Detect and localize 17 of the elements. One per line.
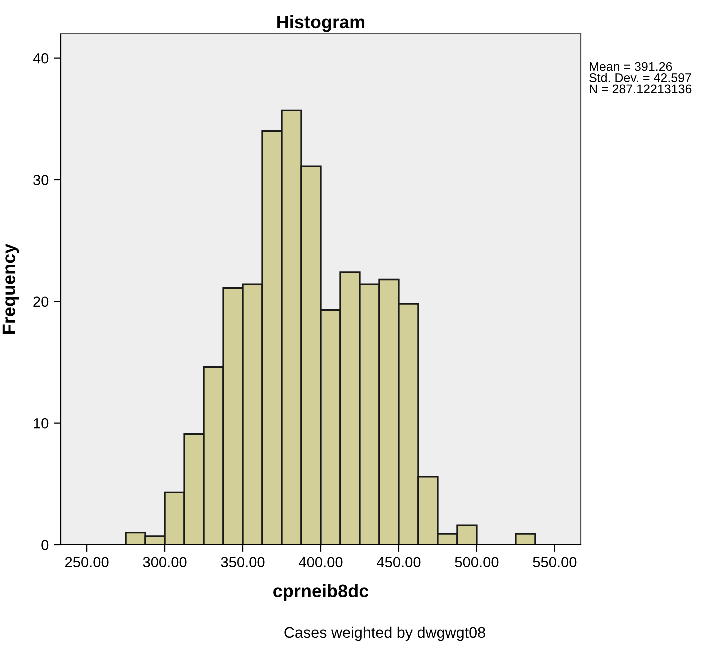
text: Cases weighted by dwgwgt08 <box>284 626 486 642</box>
y-tick-label: 10 <box>34 418 49 429</box>
y-tick-label: 30 <box>34 175 49 186</box>
y-tick-label: 40 <box>33 53 49 64</box>
x-tick-label: 300.00 <box>143 557 187 568</box>
y-tick-label: 0 <box>42 540 49 550</box>
x-tick-label: 450.00 <box>377 557 421 568</box>
x-axis-title: cprneib8dc <box>274 584 369 602</box>
x-tick-label: 250.00 <box>65 557 109 568</box>
x-tick-label: 500.00 <box>455 557 499 568</box>
y-tick-label: 20 <box>34 296 49 308</box>
text: Mean = 391.26 Std. Dev. = 42.597 N = 287.12213136 <box>590 62 692 94</box>
x-tick-label: 550.00 <box>533 557 577 568</box>
x-tick-label: 350.00 <box>221 557 265 568</box>
chart-title: Histogram <box>278 15 365 32</box>
x-tick-label: 400.00 <box>299 557 343 568</box>
y-axis-title: Frequency <box>2 244 20 334</box>
